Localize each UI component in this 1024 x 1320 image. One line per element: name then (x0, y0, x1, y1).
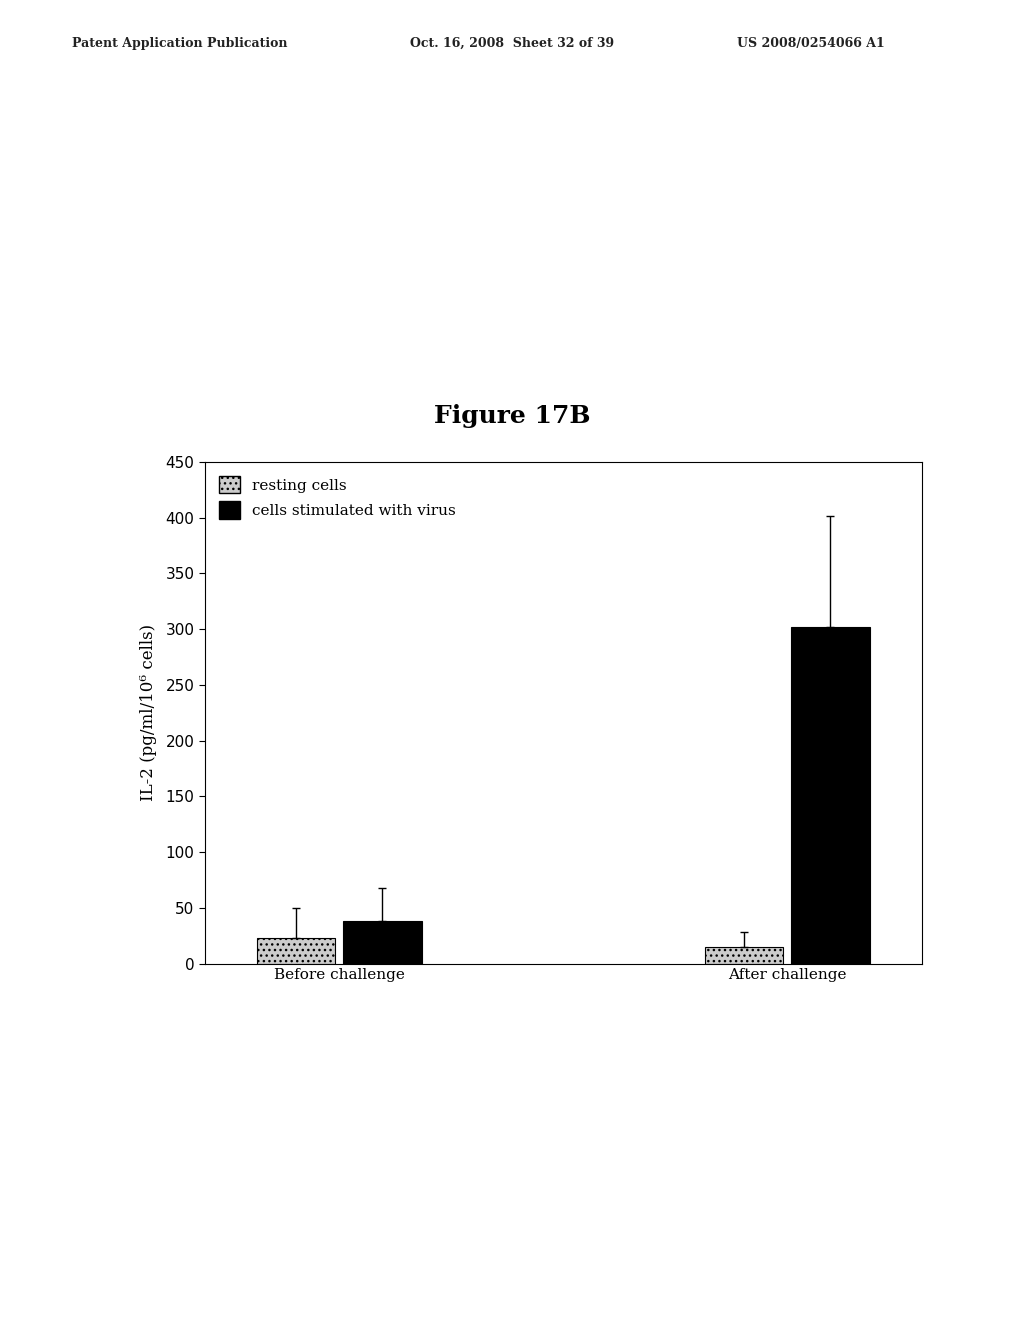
Text: US 2008/0254066 A1: US 2008/0254066 A1 (737, 37, 885, 50)
Legend: resting cells, cells stimulated with virus: resting cells, cells stimulated with vir… (212, 470, 462, 525)
Bar (705, 946, 783, 964)
Y-axis label: IL-2 (pg/ml/10⁶ cells): IL-2 (pg/ml/10⁶ cells) (140, 624, 157, 801)
Bar (343, 921, 422, 964)
Bar (792, 627, 869, 964)
Text: Figure 17B: Figure 17B (434, 404, 590, 428)
Text: Patent Application Publication: Patent Application Publication (72, 37, 287, 50)
Bar (257, 939, 335, 964)
Text: Oct. 16, 2008  Sheet 32 of 39: Oct. 16, 2008 Sheet 32 of 39 (410, 37, 613, 50)
